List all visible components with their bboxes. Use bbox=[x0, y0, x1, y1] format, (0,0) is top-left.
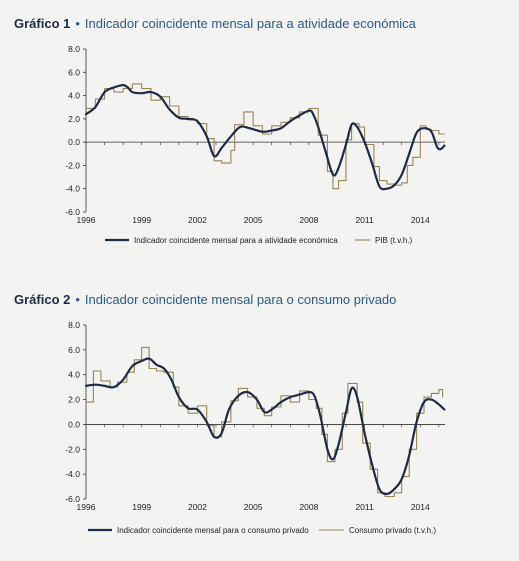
legend-item: Indicador coincidente mensal para o cons… bbox=[88, 526, 309, 535]
chart-1-title: Gráfico 1 • Indicador coincidente mensal p… bbox=[14, 16, 416, 31]
y-tick-label: 0.0 bbox=[68, 419, 80, 429]
y-tick-label: 2.0 bbox=[68, 395, 80, 405]
y-tick-label: -2.0 bbox=[65, 160, 80, 170]
y-tick-label: -4.0 bbox=[65, 184, 80, 194]
x-tick-label: 1999 bbox=[132, 215, 151, 225]
x-tick-label: 1999 bbox=[132, 502, 151, 512]
x-tick-label: 2008 bbox=[299, 502, 318, 512]
y-tick-label: 4.0 bbox=[68, 91, 80, 101]
y-tick-label: 0.0 bbox=[68, 137, 80, 147]
y-tick-label: -4.0 bbox=[65, 469, 80, 479]
x-tick-label: 2011 bbox=[355, 215, 374, 225]
chart-2-description: Indicador coincidente mensal para o cons… bbox=[84, 292, 397, 307]
chart-2-title: Gráfico 2 • Indicador coincidente mensal p… bbox=[14, 292, 396, 307]
legend-label: PIB (t.v.h.) bbox=[375, 236, 413, 245]
x-tick-label: 1996 bbox=[77, 215, 96, 225]
y-tick-label: 6.0 bbox=[68, 67, 80, 77]
y-tick-label: 8.0 bbox=[68, 44, 80, 54]
chart-1-number: Gráfico 1 bbox=[14, 16, 71, 31]
title-bullet: • bbox=[75, 292, 80, 307]
y-tick-label: -2.0 bbox=[65, 444, 80, 454]
y-tick-label: -6.0 bbox=[65, 494, 80, 504]
x-tick-label: 2002 bbox=[188, 215, 207, 225]
y-tick-label: 6.0 bbox=[68, 345, 80, 355]
x-tick-label: 2005 bbox=[244, 215, 263, 225]
series-line-indicator bbox=[84, 84, 446, 191]
chart-2-number: Gráfico 2 bbox=[14, 292, 71, 307]
legend-label: Indicador coincidente mensal para o cons… bbox=[117, 526, 309, 535]
x-tick-label: 2011 bbox=[355, 502, 374, 512]
x-tick-label: 1996 bbox=[77, 502, 96, 512]
x-tick-label: 2002 bbox=[188, 502, 207, 512]
legend-item: Indicador coincidente mensal para a ativ… bbox=[105, 236, 338, 245]
legend-label: Consumo privado (t.v.h.) bbox=[349, 526, 436, 535]
series-line-indicator bbox=[84, 357, 446, 496]
title-bullet: • bbox=[75, 16, 80, 31]
chart-1-description: Indicador coincidente mensal para a ativ… bbox=[84, 16, 416, 31]
x-tick-label: 2008 bbox=[299, 215, 318, 225]
y-tick-label: 4.0 bbox=[68, 370, 80, 380]
x-tick-label: 2005 bbox=[244, 502, 263, 512]
x-tick-label: 2014 bbox=[411, 502, 430, 512]
y-tick-label: -6.0 bbox=[65, 207, 80, 217]
y-tick-label: 2.0 bbox=[68, 114, 80, 124]
legend-item: Consumo privado (t.v.h.) bbox=[319, 526, 436, 535]
x-tick-label: 2014 bbox=[411, 215, 430, 225]
legend-label: Indicador coincidente mensal para a ativ… bbox=[134, 236, 338, 245]
y-tick-label: 8.0 bbox=[68, 320, 80, 330]
series-line-reference bbox=[85, 346, 444, 498]
legend-item: PIB (t.v.h.) bbox=[355, 236, 413, 245]
